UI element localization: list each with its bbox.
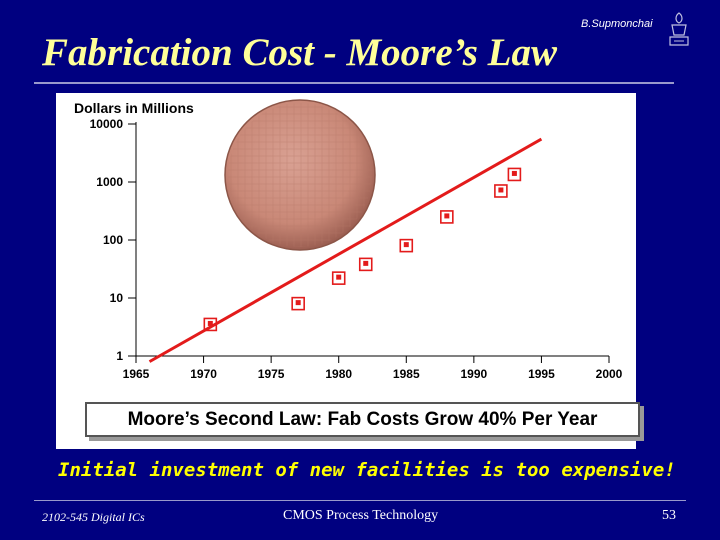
trend-line-group xyxy=(148,137,543,363)
data-point-marker xyxy=(203,317,218,332)
slide-title: Fabrication Cost - Moore’s Law xyxy=(42,31,557,74)
data-point xyxy=(440,210,454,224)
x-tick-label: 1985 xyxy=(393,367,420,381)
data-point xyxy=(494,184,508,198)
x-tick-label: 1980 xyxy=(325,367,352,381)
data-point xyxy=(507,167,522,182)
data-point xyxy=(358,257,373,272)
chart-figure: Dollars in Millions 1 10 100 1000 10000 1965 1… xyxy=(56,93,640,449)
y-axis-title: Dollars in Millions xyxy=(74,100,194,116)
x-tick-label: 1990 xyxy=(461,367,488,381)
data-point-core xyxy=(511,170,517,176)
y-tick-label: 10000 xyxy=(90,117,124,131)
data-point-marker xyxy=(494,184,508,198)
data-point xyxy=(399,238,414,253)
x-tick-label: 1970 xyxy=(190,367,217,381)
x-tick-label: 1965 xyxy=(123,367,150,381)
chart-axes: 1 10 100 1000 10000 1965 1970 1975 1980 1985 1990 1… xyxy=(90,117,623,381)
data-point-core xyxy=(498,187,504,193)
data-point-core xyxy=(444,213,450,219)
course-title: CMOS Process Technology xyxy=(283,508,439,523)
trend-line xyxy=(148,137,543,363)
data-point xyxy=(331,271,346,285)
data-point-core xyxy=(336,274,342,280)
y-tick-label: 100 xyxy=(103,233,123,247)
data-point xyxy=(203,317,218,332)
data-point-core xyxy=(207,320,213,326)
x-tick-label: 1995 xyxy=(528,367,555,381)
y-tick-label: 1 xyxy=(116,349,123,363)
y-tick-label: 10 xyxy=(110,291,124,305)
data-point-marker xyxy=(358,257,373,272)
x-tick-label: 2000 xyxy=(596,367,623,381)
title-divider xyxy=(34,82,674,84)
x-tick-label: 1975 xyxy=(258,367,285,381)
author-label: B.Supmonchai xyxy=(581,18,653,30)
y-tick-label: 1000 xyxy=(96,175,123,189)
footer-divider xyxy=(34,500,686,501)
course-code: 2102-545 Digital ICs xyxy=(42,510,145,524)
data-point-marker xyxy=(440,210,454,224)
slide-tagline: Initial investment of new facilities is … xyxy=(58,459,676,481)
data-point xyxy=(291,296,305,311)
data-point-core xyxy=(295,300,301,306)
data-point-core xyxy=(363,260,369,266)
page-number: 53 xyxy=(662,508,676,523)
data-point-marker xyxy=(507,167,522,182)
data-point-core xyxy=(403,242,409,248)
data-point-marker xyxy=(399,238,414,253)
data-point-marker xyxy=(291,296,305,311)
university-seal-logo xyxy=(669,12,689,46)
wafer-image xyxy=(224,99,376,251)
data-points xyxy=(203,167,522,332)
chart-annotation-box: Moore’s Second Law: Fab Costs Grow 40% P… xyxy=(85,402,640,437)
data-point-marker xyxy=(331,271,346,285)
